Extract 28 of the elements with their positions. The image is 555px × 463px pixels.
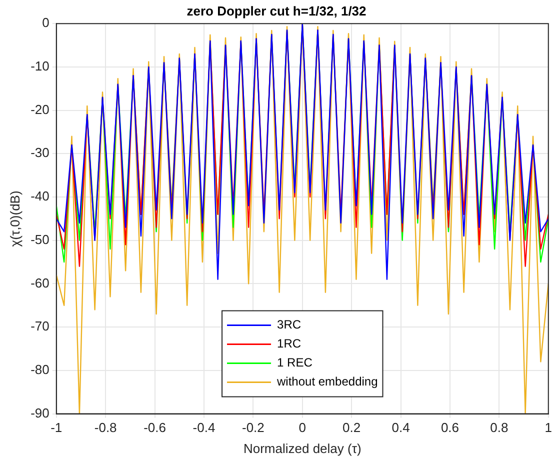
chart-title: zero Doppler cut h=1/32, 1/32: [186, 3, 366, 18]
y-tick-label: -40: [30, 188, 50, 204]
legend-label: 1RC: [277, 336, 302, 351]
x-tick-label: -0.6: [144, 420, 166, 436]
x-tick-label: -0.8: [94, 420, 117, 436]
legend-label: without embedding: [276, 374, 378, 389]
x-tick-label: 1: [544, 420, 552, 436]
x-tick-label: -1: [50, 420, 62, 436]
x-tick-label: 0: [298, 420, 306, 436]
y-tick-label: -20: [30, 102, 50, 117]
y-tick-label: 0: [42, 15, 50, 30]
y-tick-label: -80: [30, 362, 50, 378]
y-axis-title: χ(τ,0)(dB): [7, 190, 22, 247]
y-tick-label: -90: [30, 405, 50, 420]
x-tick-label: 0.8: [490, 420, 508, 436]
x-tick-label: 0.2: [342, 420, 361, 436]
legend-label: 3RC: [277, 318, 302, 332]
y-tick-label: -50: [30, 232, 50, 247]
x-tick-label: -0.2: [242, 420, 264, 436]
x-tick-label: 0.6: [440, 420, 460, 436]
y-tick-label: -10: [30, 58, 50, 74]
x-tick-label: 0.4: [392, 420, 410, 436]
x-axis-title: Normalized delay (τ): [243, 440, 362, 456]
y-tick-label: -60: [30, 275, 50, 290]
x-tick-label: -0.4: [192, 420, 216, 436]
y-tick-label: -70: [30, 318, 50, 334]
y-tick-label: -30: [30, 145, 50, 160]
legend-label: 1 REC: [277, 356, 313, 370]
